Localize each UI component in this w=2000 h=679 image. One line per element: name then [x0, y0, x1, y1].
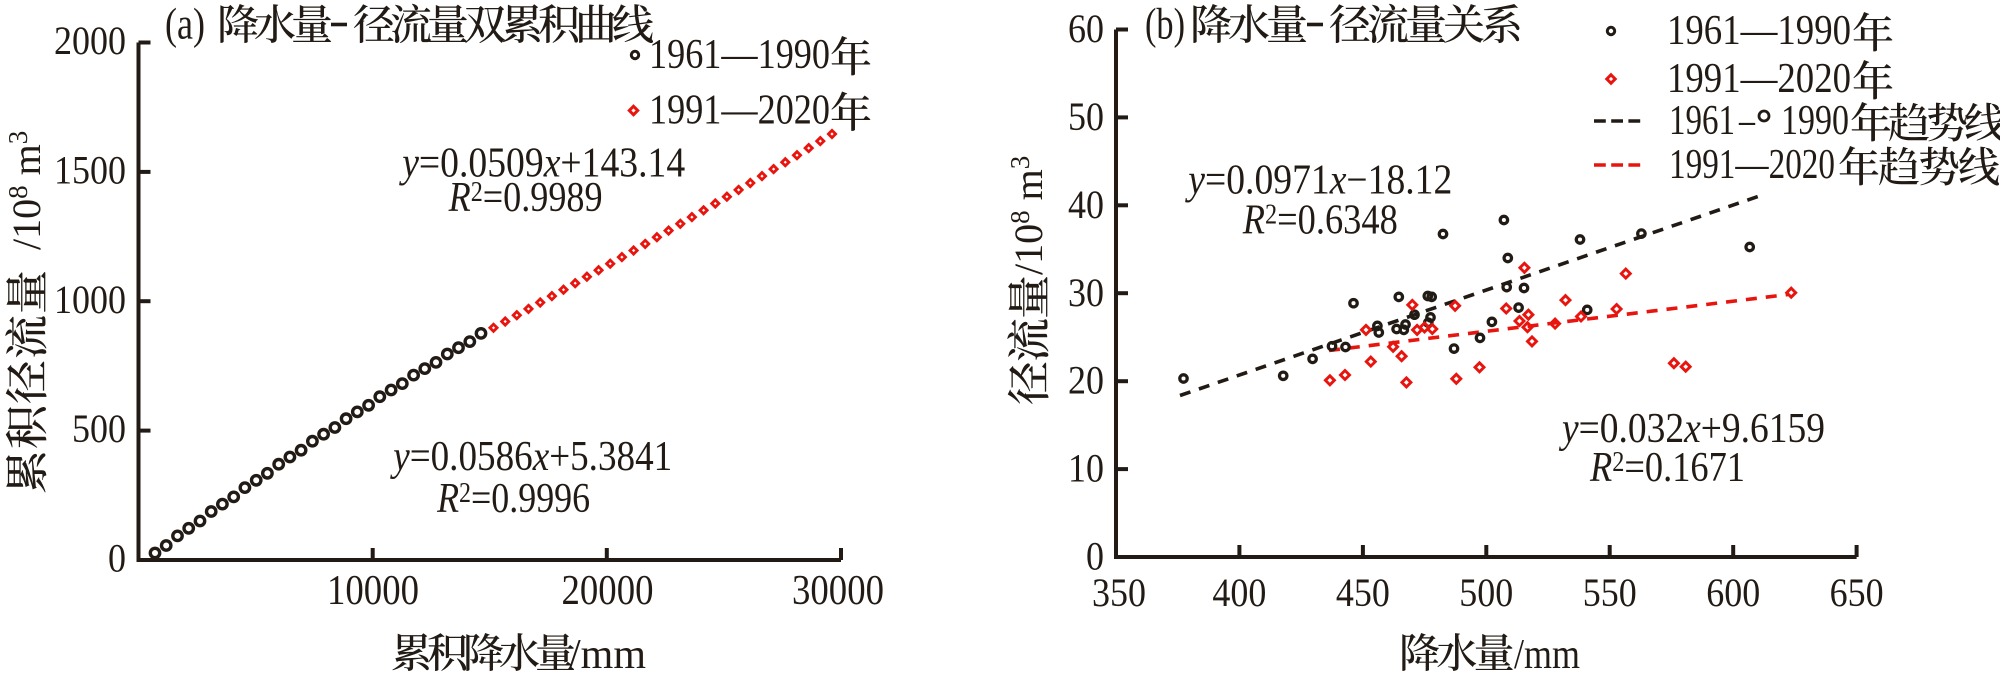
svg-text:0: 0: [1086, 534, 1104, 579]
svg-text:20000: 20000: [562, 568, 654, 614]
svg-text:20: 20: [1068, 358, 1104, 403]
svg-text:R2=0.1671: R2=0.1671: [1589, 445, 1745, 491]
svg-text:/mm: /mm: [1514, 632, 1580, 674]
svg-text:/mm: /mm: [569, 632, 646, 674]
svg-text:1990: 1990: [1781, 98, 1849, 144]
svg-text:y=0.0586x+5.3841: y=0.0586x+5.3841: [390, 434, 673, 480]
svg-text:500: 500: [72, 406, 126, 451]
svg-text:1991—2020: 1991—2020: [649, 88, 830, 134]
svg-text:1991—2020: 1991—2020: [1667, 56, 1851, 102]
svg-text:y=0.0971x−18.12: y=0.0971x−18.12: [1185, 158, 1453, 204]
svg-text:0: 0: [108, 536, 126, 581]
svg-text:1991—2020: 1991—2020: [1669, 142, 1835, 188]
svg-text:350: 350: [1092, 570, 1146, 615]
svg-text:R2=0.6348: R2=0.6348: [1242, 197, 1398, 243]
svg-text:30000: 30000: [792, 568, 884, 614]
svg-text:550: 550: [1583, 570, 1637, 615]
svg-text:10: 10: [1068, 446, 1104, 491]
svg-text:40: 40: [1068, 182, 1104, 227]
svg-text:2000: 2000: [54, 18, 126, 63]
svg-text:600: 600: [1706, 570, 1760, 615]
svg-text:30: 30: [1068, 270, 1104, 315]
svg-text:1961—1990: 1961—1990: [1667, 8, 1851, 54]
svg-text:/108 m3: /108 m3: [1005, 156, 1051, 275]
svg-text:R2=0.9989: R2=0.9989: [448, 175, 603, 221]
svg-text:650: 650: [1830, 570, 1884, 615]
svg-text:1961—1990: 1961—1990: [649, 32, 830, 78]
svg-text:50: 50: [1068, 94, 1104, 139]
svg-text:y=0.032x+9.6159: y=0.032x+9.6159: [1558, 406, 1825, 452]
svg-text:y=0.0509x+143.14: y=0.0509x+143.14: [399, 140, 686, 186]
svg-text:60: 60: [1068, 6, 1104, 51]
svg-text:10000: 10000: [327, 568, 419, 614]
svg-text:400: 400: [1212, 570, 1266, 615]
svg-text:(b): (b): [1145, 0, 1185, 49]
svg-text:1500: 1500: [54, 147, 126, 192]
svg-text:(a): (a): [165, 0, 205, 49]
svg-text:R2=0.9996: R2=0.9996: [436, 476, 590, 522]
svg-text:1961: 1961: [1669, 98, 1735, 144]
svg-text:–: –: [1738, 98, 1756, 144]
svg-text:500: 500: [1459, 570, 1513, 615]
svg-text:1000: 1000: [54, 277, 126, 322]
svg-text:/108 m3: /108 m3: [3, 131, 49, 250]
svg-text:450: 450: [1336, 570, 1390, 615]
